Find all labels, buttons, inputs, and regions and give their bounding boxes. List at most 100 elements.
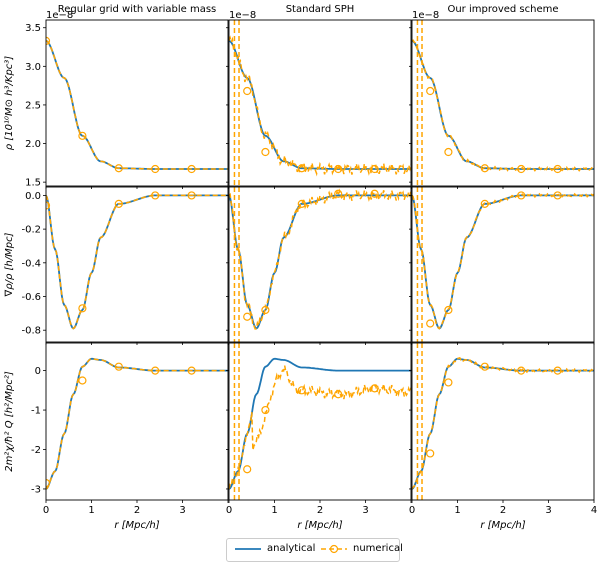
panel-gradient-1 [46, 191, 228, 330]
numerical-marker [480, 362, 489, 371]
x-tick-label: 2 [317, 505, 323, 516]
numerical-line [412, 356, 594, 490]
panel-gradient-3 [412, 187, 594, 342]
x-axis-label: r [Mpc/h] [297, 520, 342, 531]
x-tick-label: 3 [545, 505, 551, 516]
numerical-marker [187, 191, 196, 200]
analytical-line [229, 357, 411, 490]
numerical-marker [553, 164, 562, 174]
y-axis-label: ρ [10¹⁰M⊙ h³/Kpc³] [4, 56, 15, 150]
x-tick-label: 1 [88, 505, 94, 516]
numerical-marker [370, 164, 379, 174]
numerical-marker [46, 36, 51, 45]
y-tick-label: -3 [31, 484, 41, 495]
numerical-marker [78, 131, 87, 140]
analytical-line [46, 39, 228, 170]
y-tick-label: 3.5 [25, 23, 41, 34]
numerical-marker [370, 189, 379, 198]
offset-text: 1e−8 [229, 10, 256, 21]
panel-density-2 [229, 20, 411, 186]
numerical-marker [444, 147, 453, 157]
numerical-marker [370, 384, 379, 393]
legend-analytical-label: analytical [267, 543, 316, 554]
legend-item-numerical: numerical [321, 543, 403, 554]
x-axis-label: r [Mpc/h] [114, 520, 159, 531]
y-tick-label: -2 [31, 445, 41, 456]
y-tick-label: -0.4 [21, 258, 41, 269]
numerical-marker [261, 305, 270, 315]
panel-frame [228, 186, 412, 343]
numerical-marker [297, 386, 306, 395]
numerical-marker [151, 164, 160, 174]
numerical-marker [334, 164, 343, 174]
numerical-line [229, 188, 411, 330]
x-tick-label: 3 [362, 505, 368, 516]
numerical-marker [480, 164, 489, 173]
numerical-marker [78, 376, 87, 385]
plot-grid: 1.5 2.0 2.5 3.0 3.5 1e−8 1e−8 1e−8 ρ [10¹⁰M⊙ h³/… [4, 10, 597, 531]
numerical-marker [261, 147, 270, 157]
y-tick-label: 2.5 [25, 100, 41, 111]
panel-frame [228, 342, 412, 501]
analytical-line [412, 357, 594, 490]
numerical-marker [114, 199, 123, 208]
numerical-marker [46, 201, 51, 210]
x-tick-label: 0 [409, 505, 415, 516]
y-axis-label: ∇ρ/ρ [h/Mpc] [4, 232, 15, 297]
numerical-marker [297, 164, 306, 173]
y-tick-label: -1 [31, 406, 41, 417]
analytical-line [229, 39, 411, 170]
x-tick-label: 1 [271, 505, 277, 516]
numerical-marker [187, 164, 196, 174]
panel-quantum potential-2 [229, 343, 411, 500]
numerical-marker [243, 465, 252, 474]
y-tick-label: 0.0 [25, 191, 41, 202]
numerical-marker [334, 189, 343, 198]
x-tick-label: 2 [134, 505, 140, 516]
numerical-marker [553, 366, 562, 375]
numerical-marker [517, 164, 526, 174]
panel-frame [45, 342, 229, 501]
y-tick-label: 2.0 [25, 139, 41, 150]
legend: analytical numerical [226, 538, 403, 562]
analytical-line [46, 194, 228, 330]
numerical-marker [243, 312, 252, 321]
legend-numerical-label: numerical [353, 543, 403, 554]
numerical-line [46, 358, 228, 490]
numerical-marker [426, 319, 435, 328]
numerical-marker [553, 191, 562, 200]
panel-frame [411, 342, 595, 501]
numerical-marker [243, 86, 252, 96]
x-tick-label: 0 [43, 505, 49, 516]
numerical-marker [517, 366, 526, 375]
y-tick-label: 0 [35, 366, 41, 377]
numerical-marker [334, 390, 343, 399]
numerical-marker [187, 366, 196, 375]
numerical-marker [444, 378, 453, 387]
offset-text: 1e−8 [412, 10, 439, 21]
numerical-marker [114, 164, 123, 173]
offset-text: 1e−8 [46, 10, 73, 21]
numerical-marker [426, 449, 435, 458]
numerical-marker [114, 362, 123, 371]
x-tick-label: 1 [454, 505, 460, 516]
y-tick-label: 3.0 [25, 62, 41, 73]
numerical-marker [78, 304, 87, 313]
panel-density-1 [46, 36, 228, 174]
x-tick-label: 2 [500, 505, 506, 516]
numerical-marker [444, 305, 453, 315]
numerical-marker [151, 366, 160, 375]
x-tick-label: 3 [179, 505, 185, 516]
numerical-line [46, 40, 228, 170]
column-title-1: Regular grid with variable mass [58, 4, 217, 15]
x-tick-label: 0 [226, 505, 232, 516]
numerical-marker [261, 405, 270, 415]
numerical-line [229, 35, 411, 177]
analytical-line [412, 194, 594, 330]
y-tick-label: 1.5 [25, 178, 41, 189]
x-axis-label: r [Mpc/h] [480, 520, 525, 531]
y-tick-label: -0.6 [21, 292, 41, 303]
panel-density-3 [412, 20, 594, 186]
panel-frame [45, 186, 229, 343]
